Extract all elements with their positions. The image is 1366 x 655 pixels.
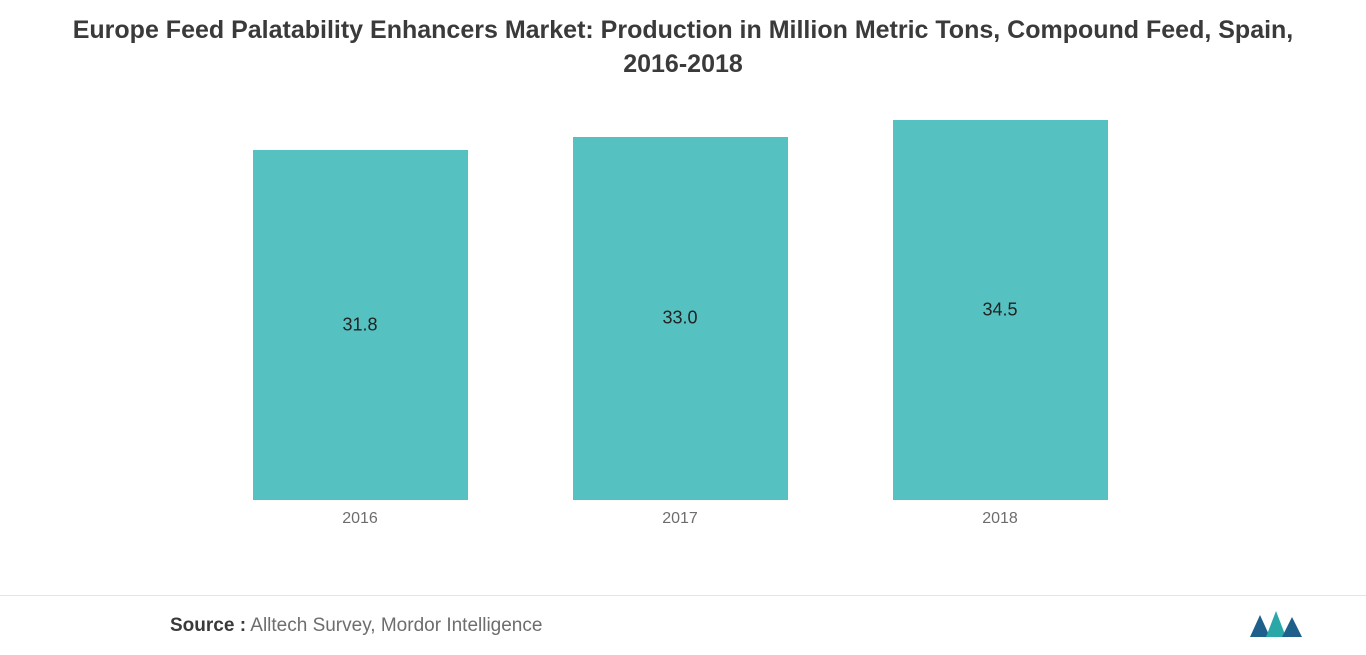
- bar-value-label: 31.8: [342, 314, 377, 335]
- x-axis-label: 2017: [573, 500, 788, 530]
- source-text: Alltech Survey, Mordor Intelligence: [250, 615, 542, 636]
- bar-value-label: 34.5: [982, 300, 1017, 321]
- bar-slot: 33.0: [573, 137, 788, 500]
- bar-value-label: 33.0: [662, 308, 697, 329]
- mordor-logo: [1248, 607, 1306, 641]
- source-label: Source :: [170, 615, 246, 636]
- x-axis-labels: 2016 2017 2018: [200, 500, 1160, 530]
- bar: 31.8: [253, 150, 468, 500]
- bar: 33.0: [573, 137, 788, 500]
- bars-container: 31.8 33.0 34.5: [200, 120, 1160, 500]
- logo-bar-2: [1266, 611, 1286, 637]
- source-line: Source : Alltech Survey, Mordor Intellig…: [170, 615, 542, 637]
- bar-slot: 34.5: [893, 120, 1108, 500]
- x-axis-label: 2018: [893, 500, 1108, 530]
- footer: Source : Alltech Survey, Mordor Intellig…: [0, 595, 1366, 655]
- chart-plot-area: 31.8 33.0 34.5: [200, 120, 1160, 500]
- logo-bar-1: [1250, 615, 1270, 637]
- bar-slot: 31.8: [253, 150, 468, 500]
- x-axis-label: 2016: [253, 500, 468, 530]
- bar: 34.5: [893, 120, 1108, 500]
- chart-title: Europe Feed Palatability Enhancers Marke…: [0, 0, 1366, 82]
- logo-bar-3: [1282, 617, 1302, 637]
